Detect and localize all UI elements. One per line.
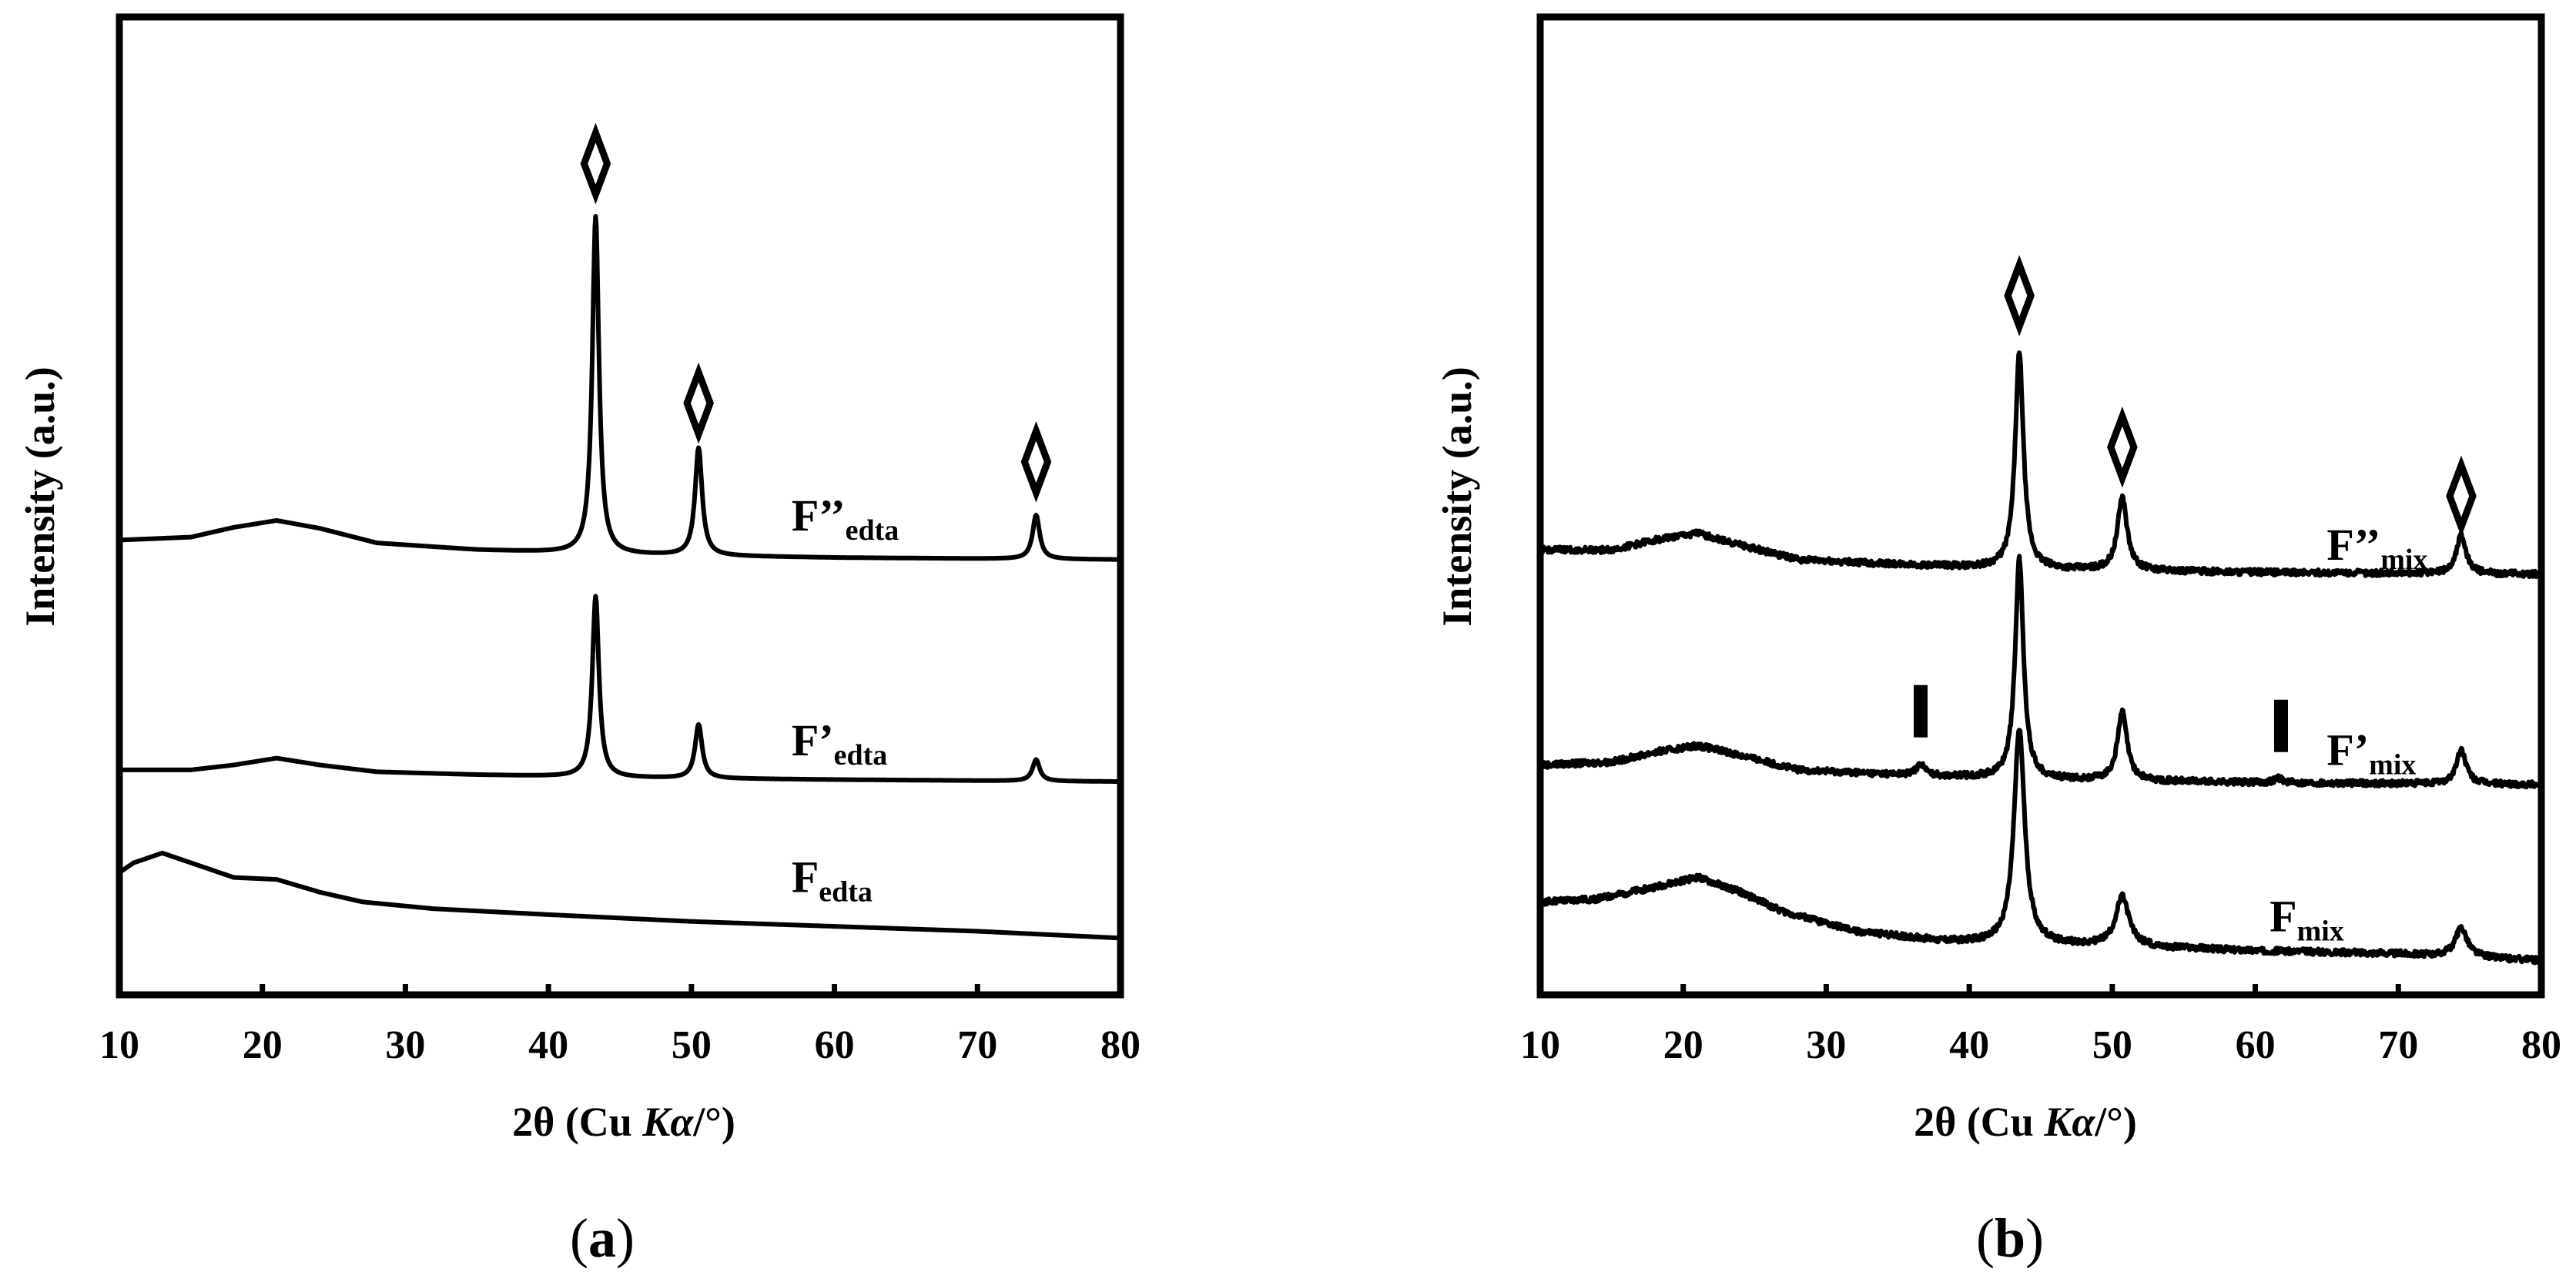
x-tick-label: 50	[672, 1023, 712, 1067]
trace-f_mix	[1538, 728, 2544, 966]
panel-caption-a: (a)	[570, 1207, 635, 1269]
x-tick-label: 10	[99, 1023, 139, 1067]
series-label: F’’mix	[2326, 520, 2427, 576]
x-tick-label: 80	[1100, 1023, 1141, 1067]
bar-marker	[2274, 699, 2288, 752]
x-tick-label: 50	[2092, 1023, 2132, 1067]
x-tick-label: 40	[1949, 1023, 1989, 1067]
plot-area-a: 10 20 30 40 50 60 70 80 Fedta F’edta F’’edta	[99, 13, 1141, 1067]
trace-fpp_mix	[1538, 350, 2544, 580]
diamond-marker	[1020, 421, 1052, 503]
x-tick-label: 60	[815, 1023, 855, 1067]
xrd-chart-b: 10 20 30 40 50 60 70 80 Fmix F’mix F’’mix Intensit…	[1434, 13, 2561, 1269]
series-label: F’’edta	[792, 490, 899, 547]
x-tick-label: 20	[1663, 1023, 1703, 1067]
series-label: F’edta	[792, 715, 887, 772]
plot-frame	[1536, 13, 2545, 999]
panel-caption-b: (b)	[1976, 1207, 2044, 1269]
diamond-marker	[683, 362, 714, 444]
x-tick-label: 60	[2236, 1023, 2276, 1067]
x-tick-label: 10	[1520, 1023, 1560, 1067]
panel-a: 10 20 30 40 50 60 70 80 Fedta F’edta F’’edta Inten…	[17, 13, 1141, 1269]
diamond-marker	[2107, 406, 2138, 488]
trace-fp_edta	[117, 594, 1123, 784]
x-tick-label: 80	[2521, 1023, 2561, 1067]
y-axis-label-b: Intensity (a.u.)	[1434, 367, 1480, 627]
bar-marker	[1914, 685, 1928, 738]
series-label: Fmix	[2269, 891, 2344, 947]
x-tick-label: 20	[243, 1023, 283, 1067]
xrd-chart-a: 10 20 30 40 50 60 70 80 Fedta F’edta F’’edta Inten…	[17, 13, 1141, 1269]
series-label: F’mix	[2326, 725, 2416, 782]
trace-f_edta	[117, 850, 1123, 941]
x-tick-label: 70	[2378, 1023, 2418, 1067]
diamond-marker	[2446, 455, 2477, 537]
series-label: Fedta	[792, 852, 873, 909]
trace-fpp_edta	[117, 214, 1123, 562]
panel-b: 10 20 30 40 50 60 70 80 Fmix F’mix F’’mix Intensit…	[1417, 0, 2576, 1282]
x-tick-label: 30	[385, 1023, 425, 1067]
x-axis-label-a: 2θ (Cu Kα/°)	[512, 1099, 735, 1145]
diamond-marker	[2004, 255, 2035, 336]
x-tick-label: 30	[1806, 1023, 1846, 1067]
x-tick-label: 70	[957, 1023, 997, 1067]
x-axis-label-b: 2θ (Cu Kα/°)	[1914, 1099, 2137, 1145]
plot-area-b: 10 20 30 40 50 60 70 80 Fmix F’mix F’’mix	[1520, 13, 2561, 1067]
y-axis-label-a: Intensity (a.u.)	[17, 367, 63, 627]
trace-fp_mix	[1538, 554, 2544, 790]
plot-frame	[116, 13, 1124, 999]
diamond-marker	[580, 122, 611, 205]
x-tick-label: 40	[528, 1023, 568, 1067]
